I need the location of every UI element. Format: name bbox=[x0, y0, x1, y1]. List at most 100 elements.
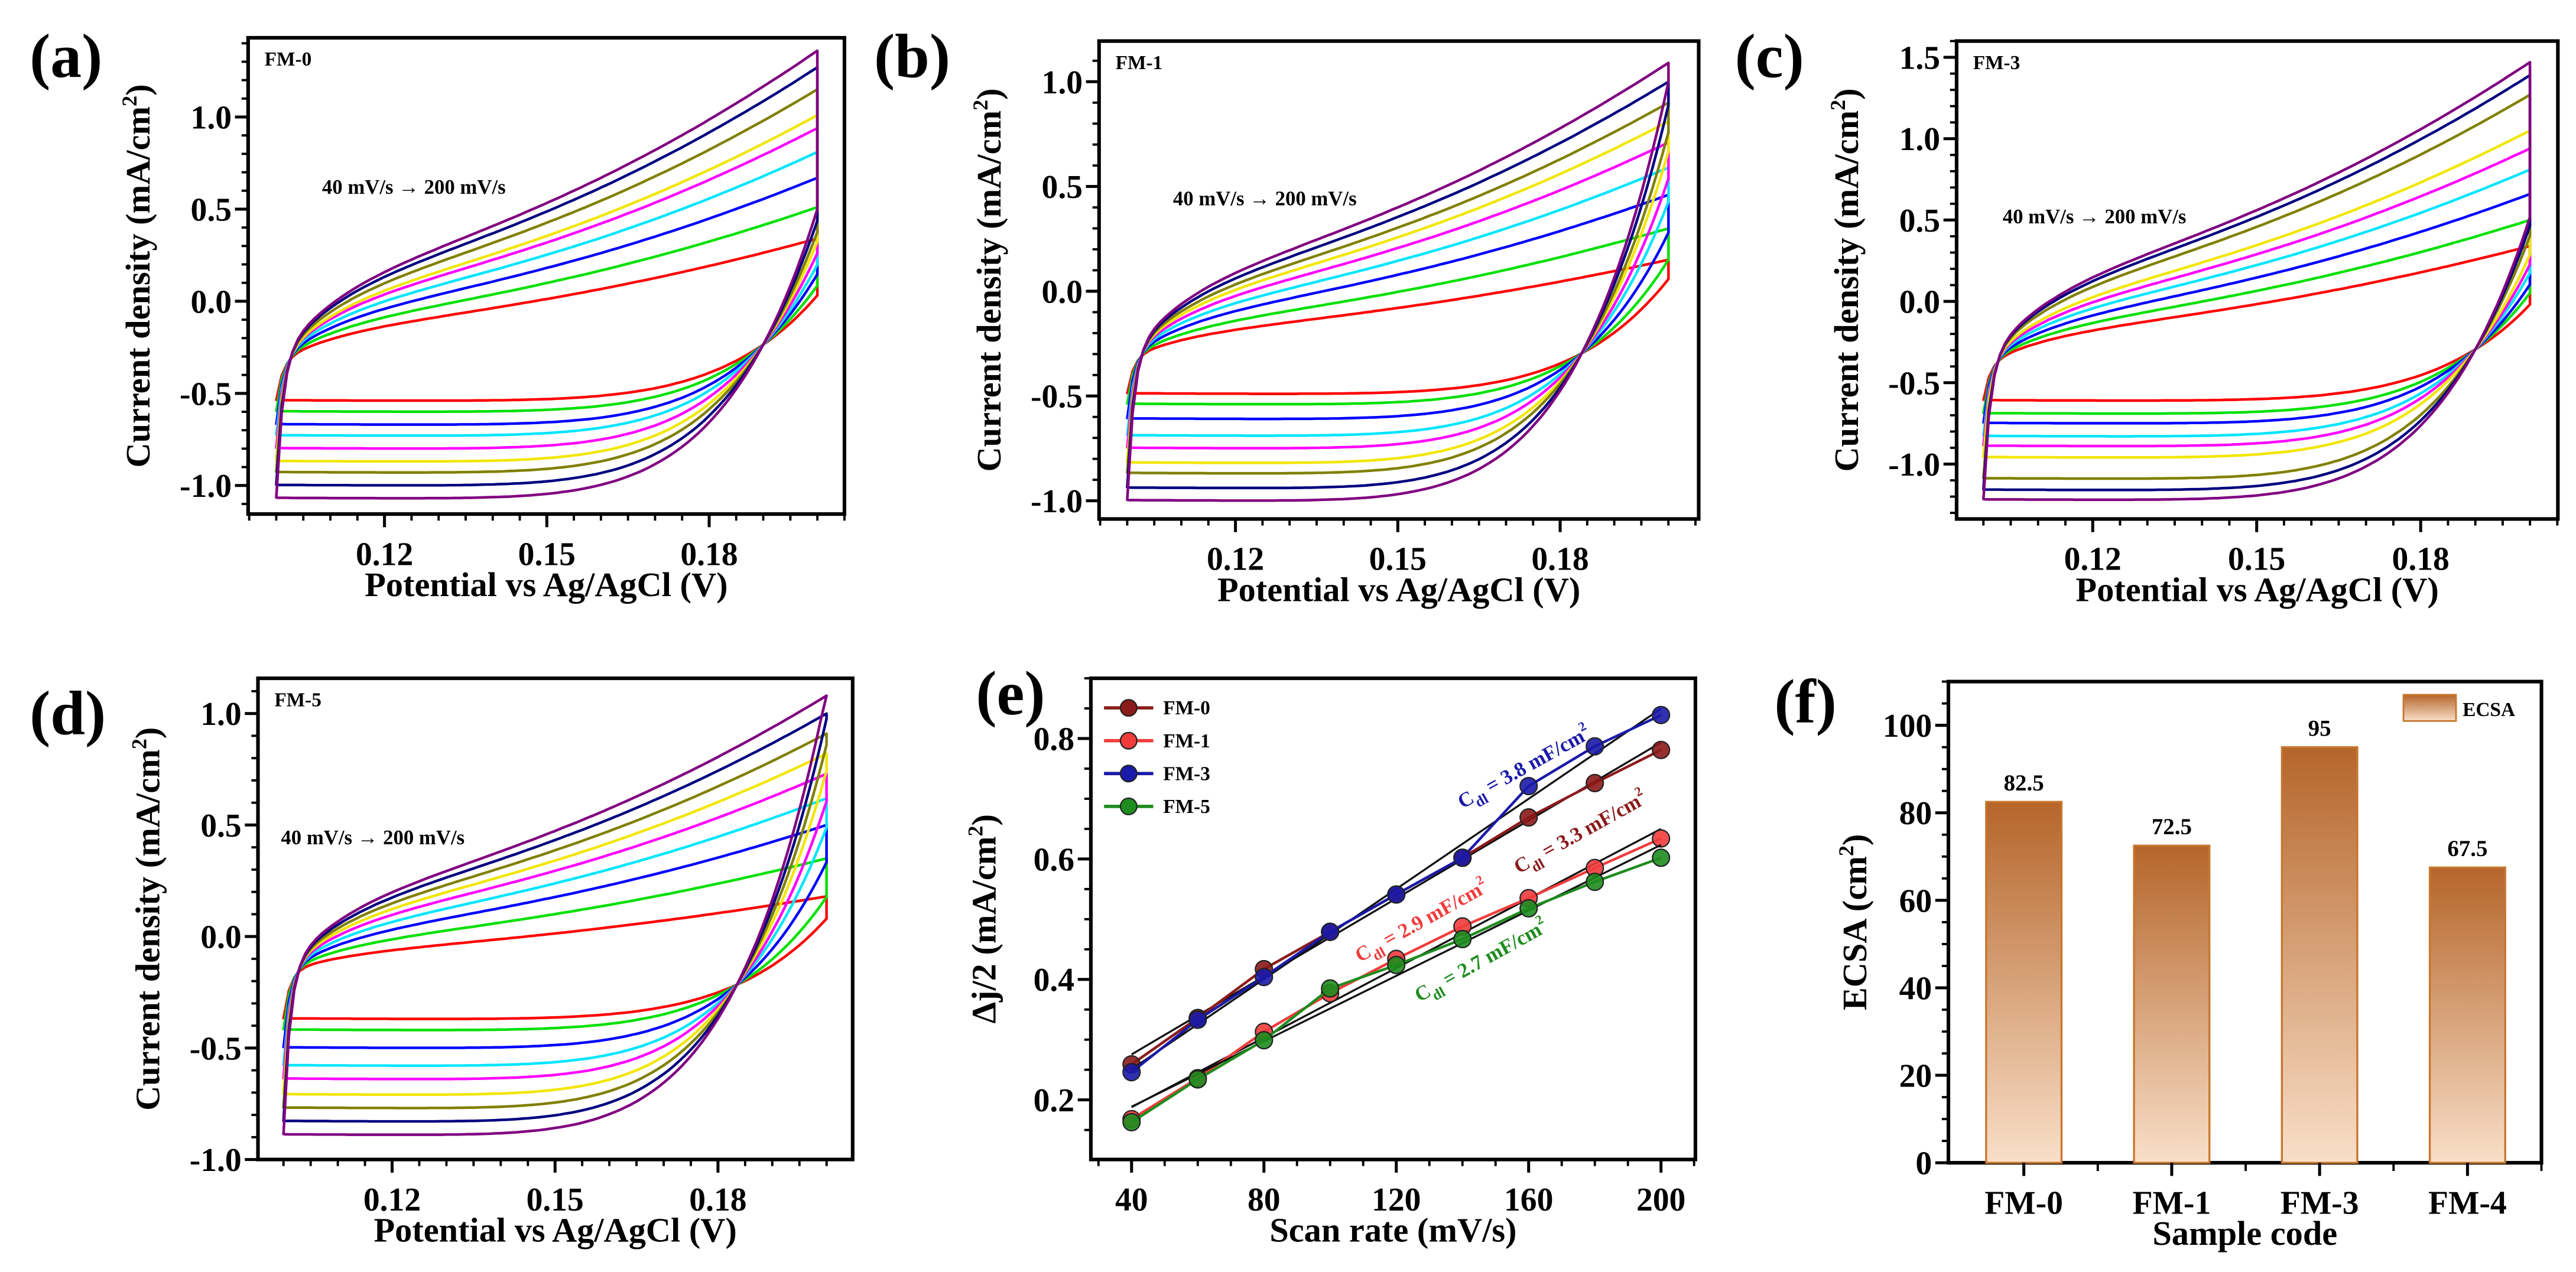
scan-rate-annotation: 40 mV/s → 200 mV/s bbox=[322, 175, 506, 199]
cv-curve-40-mv-s bbox=[282, 895, 828, 1020]
y-tick-label: 0.5 bbox=[1899, 203, 1940, 239]
cv-curve-60-mv-s bbox=[275, 206, 819, 414]
y-tick-label: 0.8 bbox=[1034, 721, 1074, 757]
panel-label-b: (b) bbox=[874, 22, 950, 91]
cv-panel-fm-5: 0.12 0.15 0.18 -1.0 -0.5 0.0 0.5 1.0 FM-5 40 mV/s… bbox=[127, 676, 855, 1250]
cv-curve-60-mv-s bbox=[282, 857, 828, 1032]
legend-marker bbox=[1119, 731, 1138, 750]
cv-curve-180-mv-s bbox=[282, 712, 828, 1123]
sample-label: FM-0 bbox=[265, 48, 312, 70]
panel-label-d: (d) bbox=[30, 679, 106, 748]
legend-label: FM-0 bbox=[1163, 697, 1210, 719]
data-point-fm-5 bbox=[1652, 848, 1671, 867]
y-axis-title-end: ) bbox=[1827, 88, 1866, 99]
y-axis-title-sup: 2 bbox=[1826, 100, 1850, 110]
cv-curve-180-mv-s bbox=[1981, 74, 2532, 492]
cv-curve-120-mv-s bbox=[275, 126, 819, 450]
cv-curve-160-mv-s bbox=[1981, 93, 2532, 480]
cv-curve-160-mv-s bbox=[275, 88, 819, 474]
y-tick-label: -1.0 bbox=[1888, 447, 1940, 483]
panel-label-f: (f) bbox=[1774, 667, 1837, 736]
cv-curve-100-mv-s bbox=[282, 797, 828, 1068]
y-tick-label: -0.5 bbox=[190, 1030, 242, 1067]
data-point-fm-3 bbox=[1519, 776, 1538, 796]
x-axis-title: Sample code bbox=[2152, 1214, 2337, 1253]
x-tick-label: 120 bbox=[1372, 1182, 1421, 1218]
x-tick-label: 80 bbox=[1248, 1182, 1281, 1218]
y-tick-label: -1.0 bbox=[180, 468, 232, 505]
y-axis-title: Current density (mA/cm2) bbox=[1826, 88, 1866, 471]
y-tick-label: 1.0 bbox=[1042, 64, 1083, 101]
cv-curve-40-mv-s bbox=[1981, 245, 2532, 402]
y-tick-label: 0.0 bbox=[191, 284, 232, 320]
y-axis-title-end: ) bbox=[119, 84, 157, 95]
y-axis-title: ECSA (cm2) bbox=[1834, 834, 1874, 1011]
cv-curve-180-mv-s bbox=[275, 66, 819, 487]
cv-curve-40-mv-s bbox=[275, 237, 819, 402]
legend-label: ECSA bbox=[2463, 699, 2515, 721]
data-point-fm-3 bbox=[1122, 1063, 1141, 1082]
legend-marker bbox=[1119, 797, 1138, 815]
x-tick-label: FM-3 bbox=[2281, 1185, 2359, 1221]
bar-fm-1 bbox=[2133, 844, 2211, 1164]
legend-label: FM-1 bbox=[1163, 730, 1210, 752]
x-tick-label: FM-0 bbox=[1984, 1185, 2063, 1221]
cv-curves bbox=[1981, 61, 2532, 502]
y-axis-title-text: Current density (mA/cm bbox=[970, 110, 1008, 472]
legend-label: FM-5 bbox=[1163, 796, 1210, 818]
legend-swatch bbox=[2402, 694, 2457, 722]
legend-marker bbox=[1119, 699, 1138, 717]
y-tick-label: -1.0 bbox=[190, 1142, 242, 1179]
panel-label-a: (a) bbox=[30, 22, 102, 91]
cv-curve-140-mv-s bbox=[282, 752, 828, 1096]
y-axis-title: Δj/2 (mA/cm2) bbox=[963, 814, 1003, 1023]
x-tick-label: 0.15 bbox=[1369, 541, 1427, 578]
x-tick-label: 0.12 bbox=[1207, 541, 1264, 578]
y-tick-label: -0.5 bbox=[1888, 365, 1940, 402]
bar-fm-3 bbox=[2281, 746, 2359, 1164]
cv-curve-200-mv-s bbox=[275, 49, 819, 500]
x-tick-label: 0.18 bbox=[2392, 541, 2450, 578]
data-point-fm-1 bbox=[1652, 829, 1671, 848]
x-tick-label: 0.12 bbox=[2064, 541, 2122, 578]
data-point-fm-5 bbox=[1387, 955, 1406, 974]
data-point-fm-5 bbox=[1453, 929, 1472, 949]
legend-marker bbox=[1119, 764, 1138, 783]
data-point-fm-3 bbox=[1652, 705, 1671, 724]
y-tick-label: 80 bbox=[1899, 795, 1932, 832]
cv-curve-80-mv-s bbox=[1981, 193, 2532, 425]
sample-label: FM-3 bbox=[1973, 52, 2020, 74]
cv-curve-60-mv-s bbox=[1126, 227, 1670, 406]
x-axis-title: Potential vs Ag/AgCl (V) bbox=[374, 1211, 737, 1250]
x-tick-label: 0.18 bbox=[1531, 541, 1589, 578]
y-tick-label: 0.5 bbox=[1042, 169, 1083, 206]
y-axis-title: Current density (mA/cm2) bbox=[118, 84, 157, 467]
bar-value-label: 95 bbox=[2308, 715, 2331, 741]
y-axis-title-text: Current density (mA/cm bbox=[1827, 110, 1866, 472]
y-axis-title-end: ) bbox=[129, 727, 167, 739]
y-axis-title-sup: 2 bbox=[969, 100, 992, 110]
cv-curves bbox=[275, 49, 819, 500]
y-tick-label: 100 bbox=[1883, 708, 1932, 744]
data-point-fm-5 bbox=[1321, 979, 1340, 998]
cv-curve-120-mv-s bbox=[282, 772, 828, 1081]
cv-curve-80-mv-s bbox=[275, 176, 819, 426]
y-axis-title: Current density (mA/cm2) bbox=[969, 88, 1008, 471]
y-tick-label: 20 bbox=[1899, 1058, 1932, 1095]
cv-curve-80-mv-s bbox=[282, 824, 828, 1049]
cv-curve-140-mv-s bbox=[1981, 129, 2532, 459]
bar-value-label: 72.5 bbox=[2152, 814, 2192, 840]
bar-fm-4 bbox=[2428, 866, 2506, 1164]
y-axis-title-sup: 2 bbox=[127, 739, 151, 749]
x-tick-label: 0.18 bbox=[680, 536, 738, 572]
cv-curves bbox=[1126, 61, 1670, 502]
x-tick-label: FM-1 bbox=[2133, 1185, 2211, 1221]
scan-rate-annotation: 40 mV/s → 200 mV/s bbox=[1173, 187, 1357, 210]
data-point-fm-3 bbox=[1255, 968, 1274, 987]
data-point-fm-3 bbox=[1387, 885, 1406, 904]
x-axis-title: Potential vs Ag/AgCl (V) bbox=[1217, 570, 1580, 609]
bar-value-label: 82.5 bbox=[2004, 770, 2044, 796]
y-axis-title-text: ECSA (cm bbox=[1836, 856, 1874, 1010]
cv-curve-100-mv-s bbox=[1126, 166, 1670, 437]
